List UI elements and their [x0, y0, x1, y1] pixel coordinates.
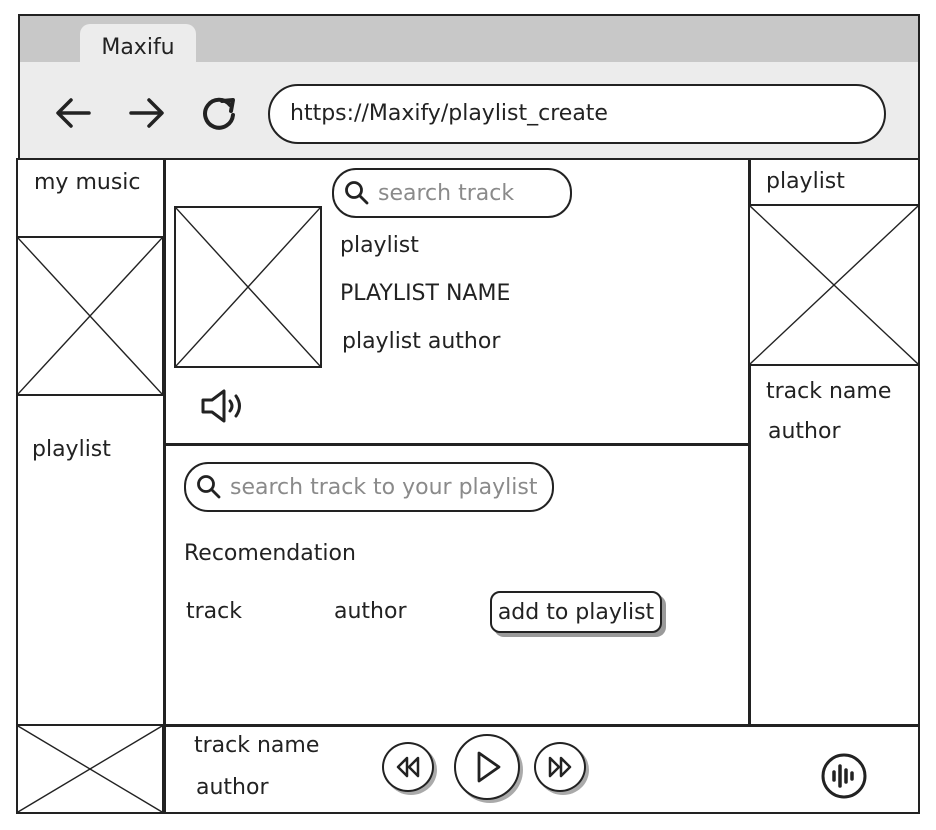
address-bar[interactable]: https://Maxify/playlist_create — [268, 84, 886, 144]
sidebar-item-playlist[interactable]: playlist — [32, 437, 111, 462]
browser-tab[interactable]: Maxifu — [80, 24, 196, 66]
search-icon — [197, 475, 221, 499]
playlist-cover-image[interactable] — [174, 206, 322, 368]
recommendation-heading: Recomendation — [184, 541, 356, 566]
player-divider — [16, 724, 920, 727]
right-track-name[interactable]: track name — [766, 379, 892, 404]
play-button[interactable] — [454, 734, 520, 800]
main-section-divider — [163, 443, 750, 446]
add-to-playlist-button[interactable]: add to playlist — [490, 591, 662, 633]
forward-arrow-icon[interactable] — [122, 88, 172, 138]
now-playing-image[interactable] — [748, 204, 920, 366]
app-frame — [16, 158, 920, 814]
recommendation-track[interactable]: track — [186, 599, 242, 624]
left-sidebar-divider — [163, 158, 166, 814]
right-track-author[interactable]: author — [768, 419, 841, 444]
reload-icon[interactable] — [194, 88, 244, 138]
play-icon — [477, 751, 501, 783]
rewind-icon — [396, 756, 420, 778]
playlist-author: playlist author — [342, 329, 501, 354]
playlist-type-label: playlist — [340, 233, 419, 258]
recommendation-author[interactable]: author — [334, 599, 407, 624]
right-sidebar-title: playlist — [766, 169, 845, 194]
rewind-button[interactable] — [382, 742, 434, 792]
search-icon — [345, 181, 369, 205]
right-sidebar-divider — [748, 158, 751, 726]
my-music-image[interactable] — [16, 236, 164, 396]
player-track-name: track name — [194, 733, 320, 758]
search-to-playlist-placeholder: search track to your playlist — [230, 474, 538, 500]
sound-wave-icon[interactable] — [820, 752, 868, 800]
sidebar-title: my music — [34, 170, 141, 195]
search-track-input[interactable]: search track — [332, 168, 572, 218]
player-cover-image[interactable] — [16, 724, 164, 814]
player-track-author: author — [196, 775, 269, 800]
playlist-name: PLAYLIST NAME — [340, 281, 511, 306]
back-arrow-icon[interactable] — [48, 88, 98, 138]
fast-forward-button[interactable] — [534, 742, 586, 792]
fast-forward-icon — [548, 756, 572, 778]
search-to-playlist-input[interactable]: search track to your playlist — [184, 462, 554, 512]
search-track-placeholder: search track — [378, 180, 515, 206]
volume-icon[interactable] — [198, 386, 250, 426]
